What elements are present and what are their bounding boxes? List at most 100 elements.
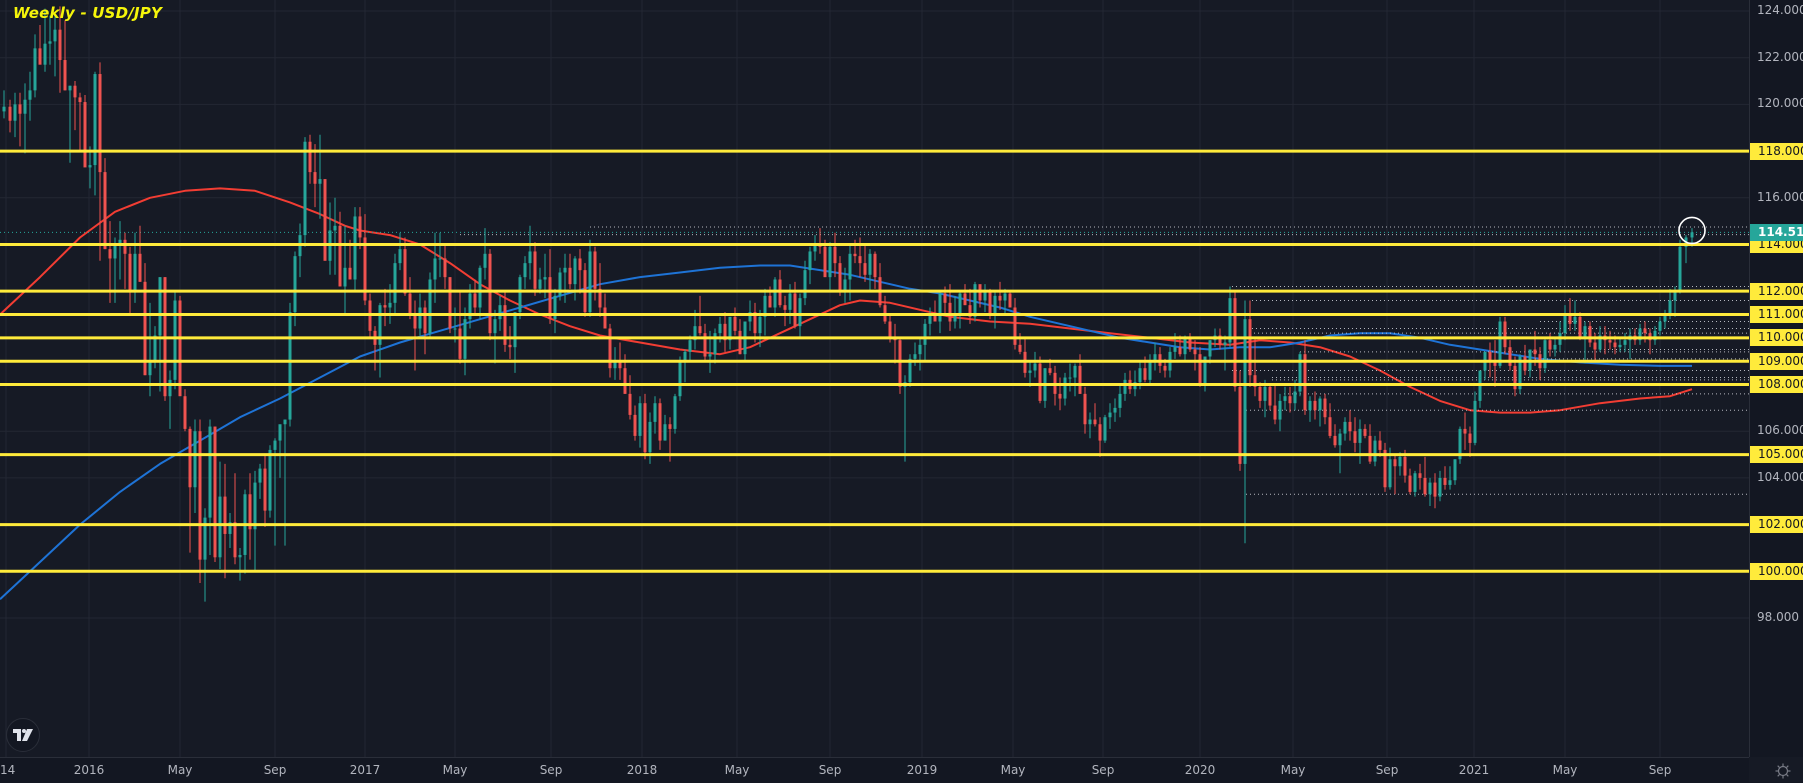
candle [773,277,777,317]
candle [1003,288,1007,315]
candle [33,34,37,98]
candle [1638,323,1642,345]
candle [1013,298,1017,350]
time-axis-label: 2018 [626,763,658,777]
candle [213,426,217,562]
horizontal-level-lines[interactable] [0,149,1749,573]
candle [1463,412,1467,450]
candle [1438,470,1442,502]
candle [1553,337,1557,357]
candle [158,277,162,392]
candle [868,249,872,292]
candle [613,347,617,380]
candle [393,253,397,315]
candle [1653,326,1657,345]
candle [1058,377,1062,411]
candle [1458,426,1462,464]
candle [1118,384,1122,418]
candle [813,235,817,261]
time-axis[interactable]: 14 2016 May Sep 2017 May Sep 2018 May Sep 2019 May S… [0,757,1749,783]
candle [1408,468,1412,495]
candle [283,419,287,546]
candle [1378,431,1382,457]
candle [1508,340,1512,371]
candlesticks [2,6,1694,602]
candle [1478,370,1482,408]
candle [428,272,432,338]
candle [1038,356,1042,404]
candle [2,90,6,119]
candle [743,321,747,362]
candle [138,225,142,282]
candle [183,389,187,432]
candle [1543,337,1547,373]
candle [373,326,377,371]
candle [908,354,912,387]
candle [1278,393,1282,432]
candle [1083,386,1087,434]
candle [318,134,322,219]
candle [1343,417,1347,441]
level-price-tag: 100.000 [1750,562,1803,580]
candle [148,302,152,397]
time-axis-label: May [1280,763,1306,777]
level-price-tag: 111.000 [1750,306,1803,323]
candle [633,405,637,441]
candle [28,71,32,121]
candle [278,424,282,478]
candle [1353,417,1357,453]
candle [1418,463,1422,490]
time-axis-label: May [167,763,193,777]
time-axis-label: 2017 [349,763,381,777]
candle [1258,382,1262,408]
candle [268,445,272,518]
candle [1253,337,1257,397]
candle [803,260,807,306]
candle [143,263,147,376]
candle [1643,321,1647,343]
price-axis-label: 124.000 [1757,3,1803,17]
candle [953,295,957,329]
candle [933,300,937,322]
price-axis[interactable]: 124.000 122.000 120.000 116.000 106.000 104.0… [1749,0,1803,757]
candle [538,267,542,294]
candle [313,144,317,208]
candle [778,270,782,308]
candle [73,81,77,131]
time-axis-label: Sep [263,763,287,777]
candle [578,249,582,294]
candle [818,228,822,254]
candle [1313,391,1317,420]
candle [168,370,172,429]
candle [208,419,212,555]
candle [663,414,667,441]
candle [333,197,337,275]
candle [1393,454,1397,495]
candle [408,277,412,320]
candle [1608,330,1612,350]
candle [793,281,797,329]
last-price-tag: 114.517 [1750,223,1803,241]
candle [1628,328,1632,359]
candle [1283,386,1287,411]
candle [188,426,192,553]
candle [263,454,267,527]
candle [458,291,462,364]
candle [1513,356,1517,397]
time-axis-label: May [442,763,468,777]
candle [1188,333,1192,352]
candle [273,438,277,546]
time-axis-label: Sep [539,763,563,777]
tradingview-logo[interactable] [6,718,40,752]
candle [993,291,997,329]
candle [1433,473,1437,509]
candle [113,237,117,303]
time-axis-label: May [1000,763,1026,777]
candle [648,412,652,464]
candle [963,284,967,306]
candle [83,95,87,168]
candle [338,211,342,287]
plot-area[interactable] [0,0,1749,757]
chart-settings-button[interactable] [1772,760,1794,782]
